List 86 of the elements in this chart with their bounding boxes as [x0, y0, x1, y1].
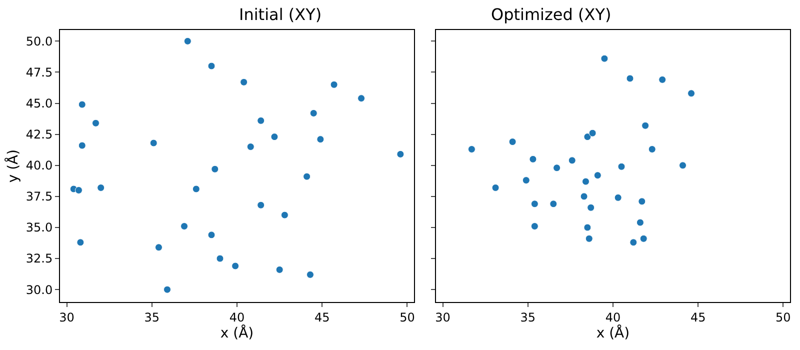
x-tick-label: 30 [435, 310, 450, 324]
point [330, 80, 338, 88]
x-tick-label: 30 [59, 310, 74, 324]
point [580, 192, 588, 200]
point [638, 198, 646, 206]
point [492, 184, 500, 192]
x-tick-label: 45 [314, 310, 330, 324]
point [97, 184, 105, 192]
point [76, 238, 84, 246]
point [396, 150, 404, 158]
y-tick-label: 50.0 [26, 34, 53, 48]
point [585, 234, 593, 242]
point [280, 211, 288, 219]
point [74, 186, 82, 194]
point [529, 155, 537, 163]
point [358, 94, 366, 102]
point [640, 234, 648, 242]
point [163, 286, 171, 294]
chart-title: Optimized (XY) [491, 5, 612, 24]
point [508, 138, 516, 146]
y-tick-label: 45.0 [26, 96, 53, 110]
x-axis-title: x (Å) [220, 324, 254, 342]
point [688, 90, 696, 98]
point [594, 172, 602, 180]
y-tick-label: 42.5 [26, 128, 53, 142]
point [630, 238, 638, 246]
point [246, 143, 254, 150]
point [582, 178, 590, 186]
point [618, 162, 626, 170]
point [584, 224, 592, 232]
point [588, 129, 596, 137]
point [614, 194, 622, 202]
point [154, 244, 162, 252]
point [648, 145, 656, 153]
point [211, 165, 219, 173]
x-axis-title: x (Å) [596, 324, 630, 342]
point [257, 201, 265, 209]
point [78, 100, 86, 108]
point [303, 172, 311, 180]
point [626, 74, 634, 82]
point [310, 109, 318, 117]
point [192, 185, 200, 193]
point [600, 54, 608, 62]
x-tick-label: 40 [605, 310, 621, 324]
point [92, 119, 100, 127]
point [316, 136, 324, 144]
point [550, 200, 558, 208]
y-tick-label: 32.5 [26, 252, 53, 266]
point [216, 254, 224, 262]
point [257, 116, 265, 124]
y-tick-label: 40.0 [26, 158, 53, 173]
y-tick-label: 35.0 [26, 220, 53, 235]
point [78, 142, 86, 150]
x-tick-label: 50 [776, 310, 791, 324]
point [208, 231, 216, 239]
y-tick-label: 30.0 [26, 282, 53, 297]
x-tick-label: 35 [144, 310, 160, 324]
point [530, 200, 538, 208]
x-tick-label: 50 [400, 310, 415, 324]
point [184, 37, 192, 45]
point [232, 262, 240, 270]
point [180, 222, 188, 230]
point [658, 76, 666, 84]
y-tick-label: 37.5 [26, 190, 53, 204]
point [587, 204, 595, 212]
point [636, 218, 644, 226]
point [150, 139, 158, 147]
point [468, 145, 476, 153]
point [208, 62, 216, 70]
point [642, 122, 650, 130]
y-axis-title: y (Å) [4, 149, 22, 183]
point [553, 164, 561, 172]
point [240, 78, 248, 86]
x-tick-label: 35 [520, 310, 536, 324]
x-tick-label: 45 [690, 310, 706, 324]
x-tick-label: 40 [229, 310, 245, 324]
point [584, 133, 592, 141]
point [530, 222, 538, 230]
chart-title: Initial (XY) [239, 5, 322, 24]
point [568, 156, 576, 164]
point [679, 162, 687, 170]
point [270, 133, 278, 141]
point [276, 266, 284, 274]
y-tick-label: 47.5 [26, 65, 53, 80]
point [522, 176, 530, 184]
point [306, 270, 314, 278]
